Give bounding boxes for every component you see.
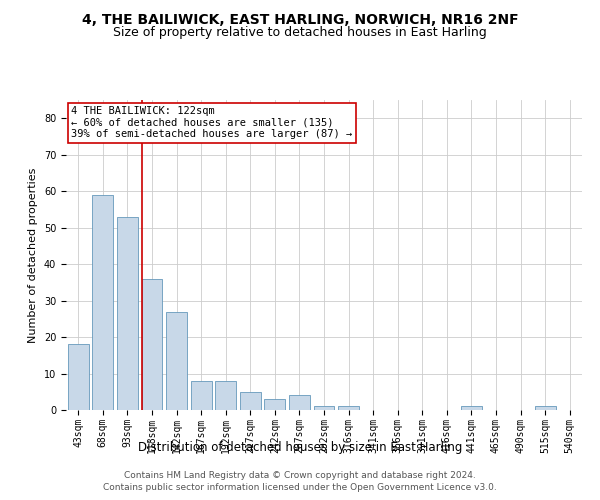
Bar	[535, 406, 556, 410]
Bar	[68, 344, 89, 410]
Bar	[215, 381, 236, 410]
Text: Size of property relative to detached houses in East Harling: Size of property relative to detached ho…	[113, 26, 487, 39]
Bar	[117, 216, 138, 410]
Bar	[142, 278, 163, 410]
Bar	[166, 312, 187, 410]
Bar	[289, 396, 310, 410]
Bar	[461, 406, 482, 410]
Bar	[265, 399, 286, 410]
Bar	[314, 406, 334, 410]
Bar	[338, 406, 359, 410]
Text: 4 THE BAILIWICK: 122sqm
← 60% of detached houses are smaller (135)
39% of semi-d: 4 THE BAILIWICK: 122sqm ← 60% of detache…	[71, 106, 352, 140]
Bar	[240, 392, 261, 410]
Text: Contains public sector information licensed under the Open Government Licence v3: Contains public sector information licen…	[103, 483, 497, 492]
Y-axis label: Number of detached properties: Number of detached properties	[28, 168, 38, 342]
Text: Contains HM Land Registry data © Crown copyright and database right 2024.: Contains HM Land Registry data © Crown c…	[124, 472, 476, 480]
Text: Distribution of detached houses by size in East Harling: Distribution of detached houses by size …	[138, 441, 462, 454]
Text: 4, THE BAILIWICK, EAST HARLING, NORWICH, NR16 2NF: 4, THE BAILIWICK, EAST HARLING, NORWICH,…	[82, 12, 518, 26]
Bar	[92, 195, 113, 410]
Bar	[191, 381, 212, 410]
